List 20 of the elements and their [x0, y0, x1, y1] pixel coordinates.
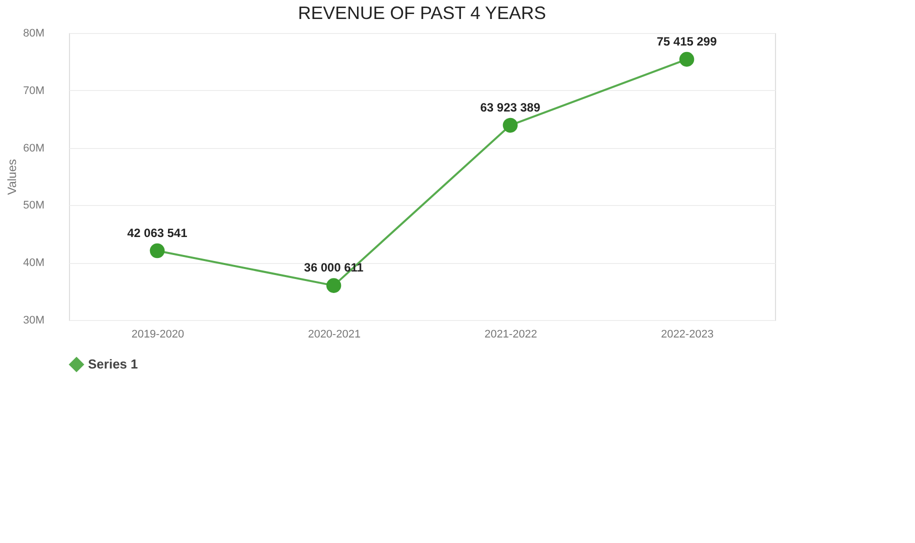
y-tick-label: 50M: [23, 200, 44, 212]
y-tick-label: 60M: [23, 142, 44, 154]
data-label: 63 923 389: [480, 100, 541, 114]
y-tick-label: 40M: [23, 257, 44, 270]
y-tick-label: 80M: [23, 28, 44, 40]
x-tick-label: 2019-2020: [131, 328, 184, 340]
chart-title: REVENUE OF PAST 4 YEARS: [298, 3, 546, 23]
data-label: 42 063 541: [127, 226, 188, 240]
legend-label: Series 1: [88, 356, 138, 372]
point: [150, 243, 165, 258]
x-tick-label: 2021-2022: [484, 328, 538, 340]
x-tick-label: 2022-2023: [660, 328, 714, 340]
x-tick-label: 2020-2021: [308, 328, 361, 340]
y-tick-label: 30M: [23, 314, 44, 326]
point: [502, 118, 518, 133]
point: [326, 278, 342, 293]
y-tick-label: 70M: [23, 84, 44, 97]
data-label: 75 415 299: [656, 34, 718, 48]
point: [679, 52, 694, 67]
y-axis-title: Values: [5, 159, 20, 195]
